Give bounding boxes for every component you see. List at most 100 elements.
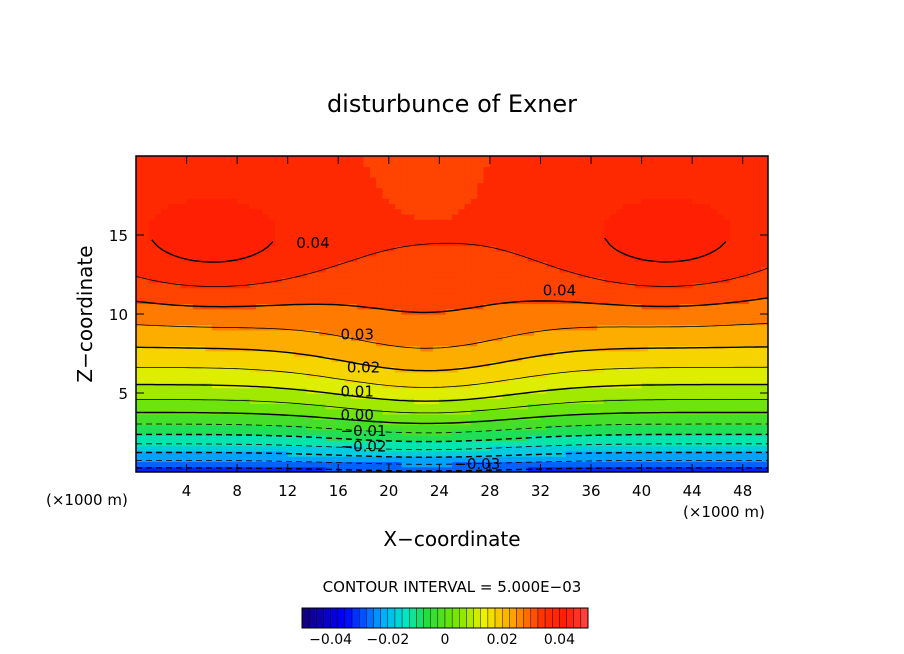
heatmap-cell bbox=[148, 187, 156, 194]
heatmap-cell bbox=[287, 456, 295, 463]
heatmap-cell bbox=[540, 266, 548, 273]
heatmap-cell bbox=[376, 377, 384, 384]
heatmap-cell bbox=[249, 298, 257, 305]
heatmap-cell bbox=[395, 350, 403, 357]
heatmap-cell bbox=[180, 324, 188, 331]
heatmap-cell bbox=[616, 466, 624, 472]
heatmap-cell bbox=[395, 192, 403, 199]
heatmap-cell bbox=[192, 461, 200, 468]
heatmap-cell bbox=[350, 298, 358, 305]
heatmap-cell bbox=[363, 429, 371, 436]
heatmap-cell bbox=[306, 235, 314, 241]
heatmap-cell bbox=[237, 350, 245, 357]
heatmap-cell bbox=[287, 324, 295, 331]
heatmap-cell bbox=[439, 387, 447, 394]
heatmap-cell bbox=[597, 287, 605, 294]
heatmap-cell bbox=[306, 245, 314, 252]
heatmap-cell bbox=[192, 393, 200, 399]
heatmap-cell bbox=[243, 382, 251, 389]
heatmap-cell bbox=[426, 198, 434, 204]
heatmap-cell bbox=[230, 466, 238, 472]
heatmap-cell bbox=[363, 461, 371, 468]
heatmap-cell bbox=[344, 456, 352, 463]
heatmap-cell bbox=[445, 208, 453, 215]
heatmap-cell bbox=[584, 277, 592, 283]
heatmap-cell bbox=[205, 398, 213, 405]
heatmap-cell bbox=[243, 440, 251, 447]
heatmap-cell bbox=[407, 356, 415, 362]
heatmap-cell bbox=[622, 387, 630, 394]
heatmap-cell bbox=[616, 335, 624, 341]
heatmap-cell bbox=[199, 287, 207, 294]
heatmap-cell bbox=[369, 208, 377, 215]
heatmap-cell bbox=[312, 393, 320, 399]
heatmap-cell bbox=[161, 282, 169, 289]
heatmap-cell bbox=[546, 371, 554, 378]
heatmap-cell bbox=[572, 287, 579, 294]
heatmap-cell bbox=[597, 419, 605, 426]
heatmap-cell bbox=[426, 229, 434, 236]
heatmap-cell bbox=[565, 250, 573, 257]
heatmap-cell bbox=[243, 182, 251, 189]
heatmap-cell bbox=[527, 377, 535, 384]
heatmap-cell bbox=[470, 182, 478, 189]
heatmap-cell bbox=[660, 414, 668, 420]
heatmap-cell bbox=[610, 366, 617, 373]
heatmap-cell bbox=[249, 424, 257, 431]
heatmap-cell bbox=[275, 319, 282, 326]
heatmap-cell bbox=[452, 213, 459, 220]
heatmap-cell bbox=[647, 271, 655, 278]
heatmap-cell bbox=[388, 429, 396, 436]
heatmap-cell bbox=[534, 282, 542, 289]
heatmap-cell bbox=[591, 382, 598, 389]
heatmap-cell bbox=[363, 466, 371, 472]
heatmap-cell bbox=[470, 435, 478, 441]
heatmap-cell bbox=[312, 440, 320, 447]
heatmap-cell bbox=[502, 345, 510, 352]
heatmap-cell bbox=[401, 387, 409, 394]
heatmap-cell bbox=[534, 377, 542, 384]
heatmap-cell bbox=[148, 319, 156, 326]
heatmap-cell bbox=[496, 256, 504, 262]
heatmap-cell bbox=[237, 356, 245, 362]
heatmap-cell bbox=[192, 319, 200, 326]
heatmap-cell bbox=[458, 461, 466, 468]
heatmap-cell bbox=[161, 371, 169, 378]
heatmap-cell bbox=[647, 224, 655, 231]
heatmap-cell bbox=[483, 345, 491, 352]
heatmap-cell bbox=[439, 408, 447, 415]
heatmap-cell bbox=[338, 208, 346, 215]
heatmap-cell bbox=[654, 240, 662, 247]
heatmap-cell bbox=[136, 224, 143, 231]
heatmap-cell bbox=[136, 324, 143, 331]
heatmap-cell bbox=[180, 261, 188, 268]
heatmap-cell bbox=[483, 198, 491, 204]
heatmap-cell bbox=[508, 345, 516, 352]
heatmap-cell bbox=[211, 387, 219, 394]
heatmap-cell bbox=[275, 250, 282, 257]
heatmap-cell bbox=[382, 350, 390, 357]
heatmap-cell bbox=[603, 277, 611, 283]
heatmap-cell bbox=[312, 366, 320, 373]
heatmap-cell bbox=[452, 292, 459, 299]
heatmap-cell bbox=[180, 414, 188, 420]
heatmap-cell bbox=[420, 298, 428, 305]
heatmap-cell bbox=[610, 335, 617, 341]
heatmap-cell bbox=[180, 292, 188, 299]
heatmap-cell bbox=[344, 266, 352, 273]
heatmap-cell bbox=[312, 213, 320, 220]
heatmap-cell bbox=[464, 456, 472, 463]
heatmap-cell bbox=[439, 345, 447, 352]
heatmap-cell bbox=[628, 277, 636, 283]
heatmap-cell bbox=[452, 277, 459, 283]
heatmap-cell bbox=[249, 314, 257, 320]
heatmap-cell bbox=[572, 408, 579, 415]
heatmap-cell bbox=[458, 219, 466, 226]
heatmap-cell bbox=[452, 166, 459, 173]
heatmap-cell bbox=[243, 277, 251, 283]
heatmap-cell bbox=[306, 213, 314, 220]
heatmap-cell bbox=[281, 445, 289, 452]
heatmap-cell bbox=[281, 156, 289, 162]
heatmap-cell bbox=[591, 329, 598, 336]
heatmap-cell bbox=[376, 461, 384, 468]
